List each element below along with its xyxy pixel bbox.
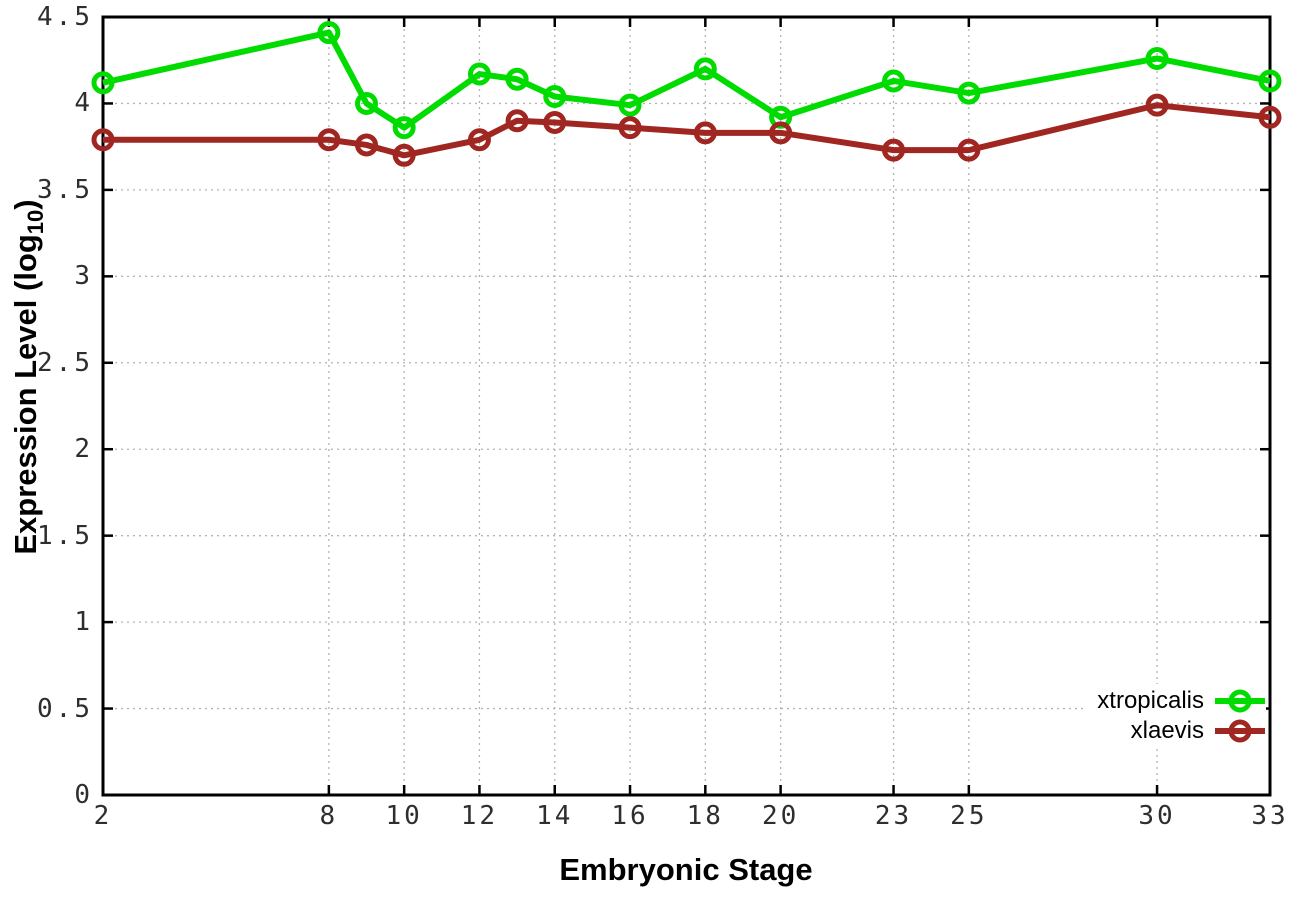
series-xtropicalis-point (1145, 46, 1169, 70)
series-xlaevis-point (769, 121, 793, 145)
x-tick-label: 20 (761, 801, 800, 831)
series-xlaevis-point (392, 143, 416, 167)
series-xtropicalis-point (543, 85, 567, 109)
legend-row-xtropicalis: xtropicalis (1097, 686, 1266, 716)
series-xlaevis-point (317, 128, 341, 152)
series-xtropicalis-point (618, 93, 642, 117)
series-xtropicalis-point (317, 21, 341, 45)
y-axis-title-subscript: 10 (23, 209, 49, 235)
x-tick-label: 8 (319, 801, 339, 831)
series-xtropicalis-point (91, 71, 115, 95)
series-xlaevis-point (618, 116, 642, 140)
series-xtropicalis-point (1258, 69, 1282, 93)
series-xlaevis-point (467, 128, 491, 152)
series-xlaevis-point (1145, 93, 1169, 117)
x-tick-label: 25 (950, 801, 988, 831)
series-xtropicalis-point (392, 116, 416, 140)
x-tick-label: 10 (385, 801, 423, 831)
series-xtropicalis-point (467, 62, 491, 86)
x-tick-label: 18 (686, 801, 724, 831)
series-xtropicalis-point (693, 57, 717, 81)
legend-label-xlaevis: xlaevis (1130, 717, 1204, 744)
legend-row-xlaevis: xlaevis (1131, 716, 1266, 746)
x-tick-label: 30 (1138, 801, 1176, 831)
x-tick-label: 23 (874, 801, 913, 831)
y-tick-label: 1.5 (37, 520, 93, 551)
y-axis-title-close: ) (8, 199, 43, 210)
series-xlaevis-point (882, 138, 906, 162)
x-tick-label: 33 (1251, 801, 1289, 831)
x-axis-title: Embryonic Stage (559, 852, 813, 887)
series-xtropicalis-point (957, 81, 981, 105)
series-xlaevis-point (91, 128, 115, 152)
series-xlaevis-point (693, 121, 717, 145)
legend: xtropicalis xlaevis (1083, 684, 1266, 748)
series-xtropicalis-line (102, 29, 1271, 131)
y-tick-label: 2.5 (37, 347, 93, 378)
y-axis-title: Expression Level (log10) (8, 137, 48, 617)
y-tick-label: 0.5 (37, 693, 93, 724)
series-xtropicalis-point (882, 69, 906, 93)
y-tick-label: 4.5 (37, 2, 93, 32)
y-tick-label: 2 (74, 434, 93, 465)
y-tick-label: 1 (74, 607, 93, 638)
x-tick-label: 12 (460, 801, 499, 831)
legend-label-xtropicalis: xtropicalis (1097, 687, 1204, 714)
series-xtropicalis-point (505, 67, 529, 91)
series-xlaevis-point (1258, 105, 1282, 129)
plot-border (101, 15, 1272, 797)
series-xtropicalis-point (355, 91, 379, 115)
series-xlaevis-point (543, 110, 567, 134)
x-tick-label: 16 (611, 801, 649, 831)
series-xlaevis-line (103, 102, 1271, 159)
y-tick-label: 3 (74, 261, 93, 292)
y-axis-title-text: Expression Level (log (8, 234, 43, 555)
gridlines (103, 17, 1270, 795)
series-xlaevis (91, 93, 1282, 167)
series-xlaevis-point (957, 138, 981, 162)
legend-marker-xtropicalis-icon (1215, 689, 1265, 713)
series-xlaevis-point (505, 109, 529, 133)
y-tick-label: 4 (74, 88, 93, 119)
x-tick-label: 2 (93, 801, 113, 831)
y-tick-label: 0 (74, 780, 93, 810)
series-xlaevis-point (355, 133, 379, 157)
x-tick-label: 14 (536, 801, 574, 831)
y-tick-label: 3.5 (37, 174, 93, 205)
legend-marker-xlaevis-icon (1215, 719, 1265, 743)
